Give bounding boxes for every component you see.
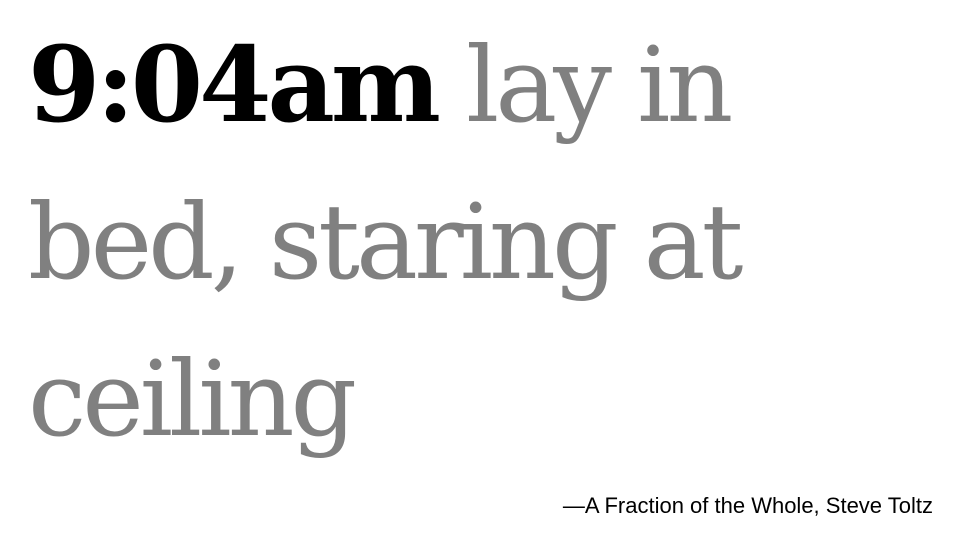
- quote-attribution: —A Fraction of the Whole, Steve Toltz: [562, 493, 933, 518]
- quote-time: 9:04am: [28, 23, 441, 146]
- quote-block: 9:04am lay in bed, staring at ceiling: [28, 6, 748, 478]
- quote-text: lay in bed, staring at ceiling: [28, 24, 743, 460]
